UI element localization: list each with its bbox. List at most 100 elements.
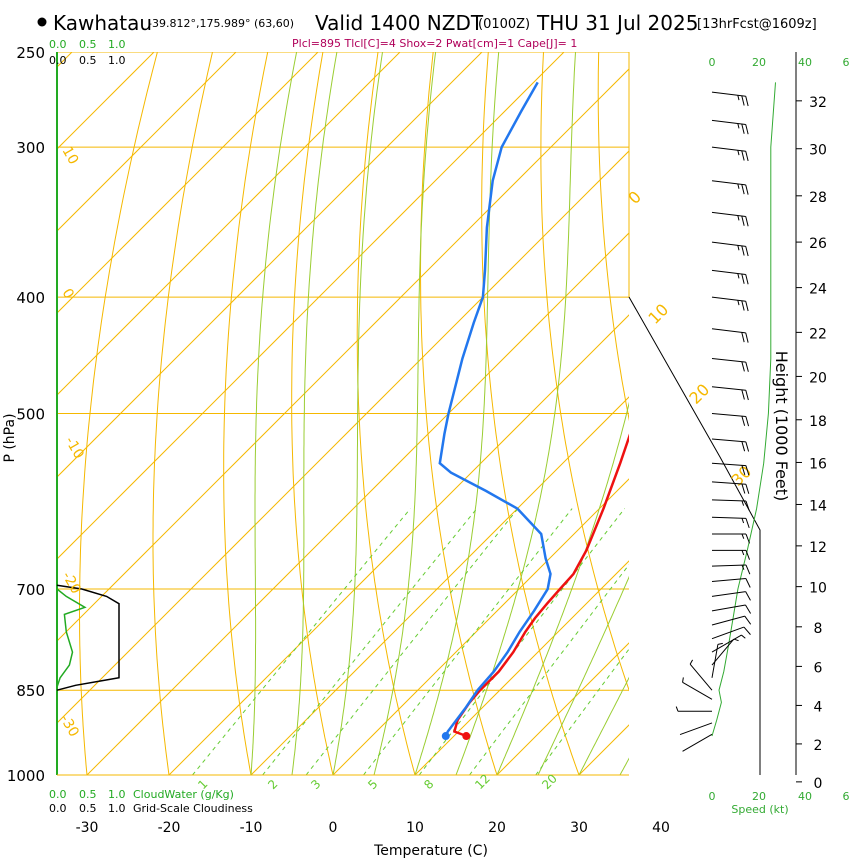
height-tick-label-6: 6 (814, 660, 823, 676)
wind-barb-28 (711, 211, 749, 227)
wind-barb-feather (745, 518, 750, 529)
isotherm--100 (57, 52, 237, 232)
speed-top-40: 40 (798, 56, 812, 69)
isotherm--70 (57, 52, 483, 478)
wind-barb-staff (711, 241, 746, 247)
speed-bottom-20: 20 (752, 790, 766, 803)
wind-barb-staff (711, 615, 745, 626)
temperature-line (452, 433, 629, 738)
cloudwater-bottom-0: 0.0 (49, 788, 67, 801)
wind-barb-16 (711, 516, 750, 529)
wind-barb-22 (711, 386, 749, 401)
wind-barb-staff (711, 328, 746, 334)
wind-barb-feather (737, 95, 740, 101)
wind-barb-feather (741, 215, 745, 226)
wind-barb-staff (711, 296, 746, 302)
isotherm--10 (250, 396, 629, 775)
isotherm--50 (57, 68, 629, 642)
height-tick-label-10: 10 (809, 581, 827, 597)
dry-adiabat-50 (597, 52, 629, 422)
wind-barb-feather (745, 578, 751, 588)
wind-barb-staff (711, 638, 735, 666)
dewpoint-line (438, 81, 552, 737)
wind-barb-staff (711, 462, 746, 467)
cloudiness-line (56, 584, 120, 691)
wind-barb-feather (745, 550, 751, 560)
dry-adiabat-30 (481, 52, 580, 775)
wind-barb-feather (741, 415, 746, 426)
wind-barb-feather (745, 604, 752, 614)
wind-barb-feather (741, 245, 745, 256)
wind-barb-staff (682, 733, 713, 752)
wind-barb-feather (741, 550, 745, 556)
x-tick-label-30: 30 (570, 820, 588, 836)
wind-barb-feather (737, 123, 740, 129)
wind-barb-feather (741, 184, 745, 195)
wind-barb-27 (711, 241, 749, 257)
wind-barb-feather (737, 245, 740, 251)
wind-barb-31 (711, 119, 749, 135)
stability-indices: Plcl=895 Tlcl[C]=4 Shox=2 Pwat[cm]=1 Cap… (292, 37, 577, 50)
x-tick-label--10: -10 (240, 820, 263, 836)
dry-adiabat--30 (79, 52, 158, 775)
moist-adiabat-label-30: 30 (727, 462, 755, 490)
wind-barb-feather (745, 564, 751, 575)
dry-adiabat-label-0: 0 (59, 286, 77, 302)
wind-barb-8 (711, 626, 751, 640)
mixing-ratio-label-2: 2 (265, 777, 280, 792)
wind-barb-feather (745, 332, 749, 343)
wind-barb-20 (711, 438, 750, 452)
wind-barb-25 (711, 296, 749, 312)
skewt-grid (57, 52, 629, 775)
mixing-ratio-20 (535, 648, 629, 775)
cloudiness-bottom-05: 0.5 (79, 802, 97, 815)
y-tick-label-850: 850 (16, 682, 45, 700)
wind-barb-32 (711, 91, 749, 107)
wind-barb-staff (679, 722, 713, 736)
height-tick-label-16: 16 (809, 456, 827, 472)
height-axis-title: Height (1000 Feet) (772, 351, 791, 502)
valid-time: Valid 1400 NZDT (315, 11, 484, 35)
wind-barb-staff (711, 211, 746, 218)
wind-barb-7 (711, 634, 746, 653)
wind-barb-21 (711, 413, 750, 427)
wind-barb-11 (711, 591, 751, 601)
surface-temperature-dot (462, 732, 471, 741)
cloud-water-line (56, 588, 87, 688)
wind-barb-feather (745, 96, 749, 107)
isotherm--60 (57, 52, 565, 560)
wind-barb-30 (711, 146, 749, 162)
wind-barb-staff (711, 269, 746, 276)
wind-barb-feather (675, 706, 679, 712)
wind-barb-13 (711, 564, 751, 575)
cloudiness-bottom-0: 0.0 (49, 802, 67, 815)
station-coords: -39.812°,175.989° (63,60) (148, 17, 294, 30)
wind-barb-feather (745, 390, 749, 401)
wind-barb-feather (743, 626, 751, 635)
mixing-ratio-12 (469, 563, 629, 775)
wind-barb-feather (745, 361, 749, 372)
speed-axis-title: Speed (kt) (731, 803, 788, 816)
height-tick-label-20: 20 (809, 370, 827, 386)
wind-barb-staff (711, 180, 746, 186)
y-axis-title: P (hPa) (2, 413, 18, 462)
wind-barb-staff (711, 358, 746, 363)
speed-top-6: 6 (843, 56, 850, 69)
wind-barb-23 (711, 358, 749, 372)
wind-panel-boundary (628, 296, 761, 775)
wind-barb-staff (711, 119, 746, 125)
height-tick-label-4: 4 (814, 699, 823, 715)
wind-barb-staff (711, 591, 746, 597)
wind-barb-staff (711, 578, 746, 582)
wind-barb-feather (745, 465, 750, 476)
isotherm--40 (57, 150, 629, 724)
wind-barb-feather (745, 274, 749, 285)
profiles (438, 81, 629, 741)
moist-adiabat-15 (455, 52, 576, 775)
wind-barb-19 (711, 462, 750, 476)
height-tick-label-14: 14 (809, 498, 827, 514)
y-tick-label-700: 700 (16, 581, 45, 599)
dry-adiabat--10 (223, 52, 269, 775)
speed-top-20: 20 (752, 56, 766, 69)
